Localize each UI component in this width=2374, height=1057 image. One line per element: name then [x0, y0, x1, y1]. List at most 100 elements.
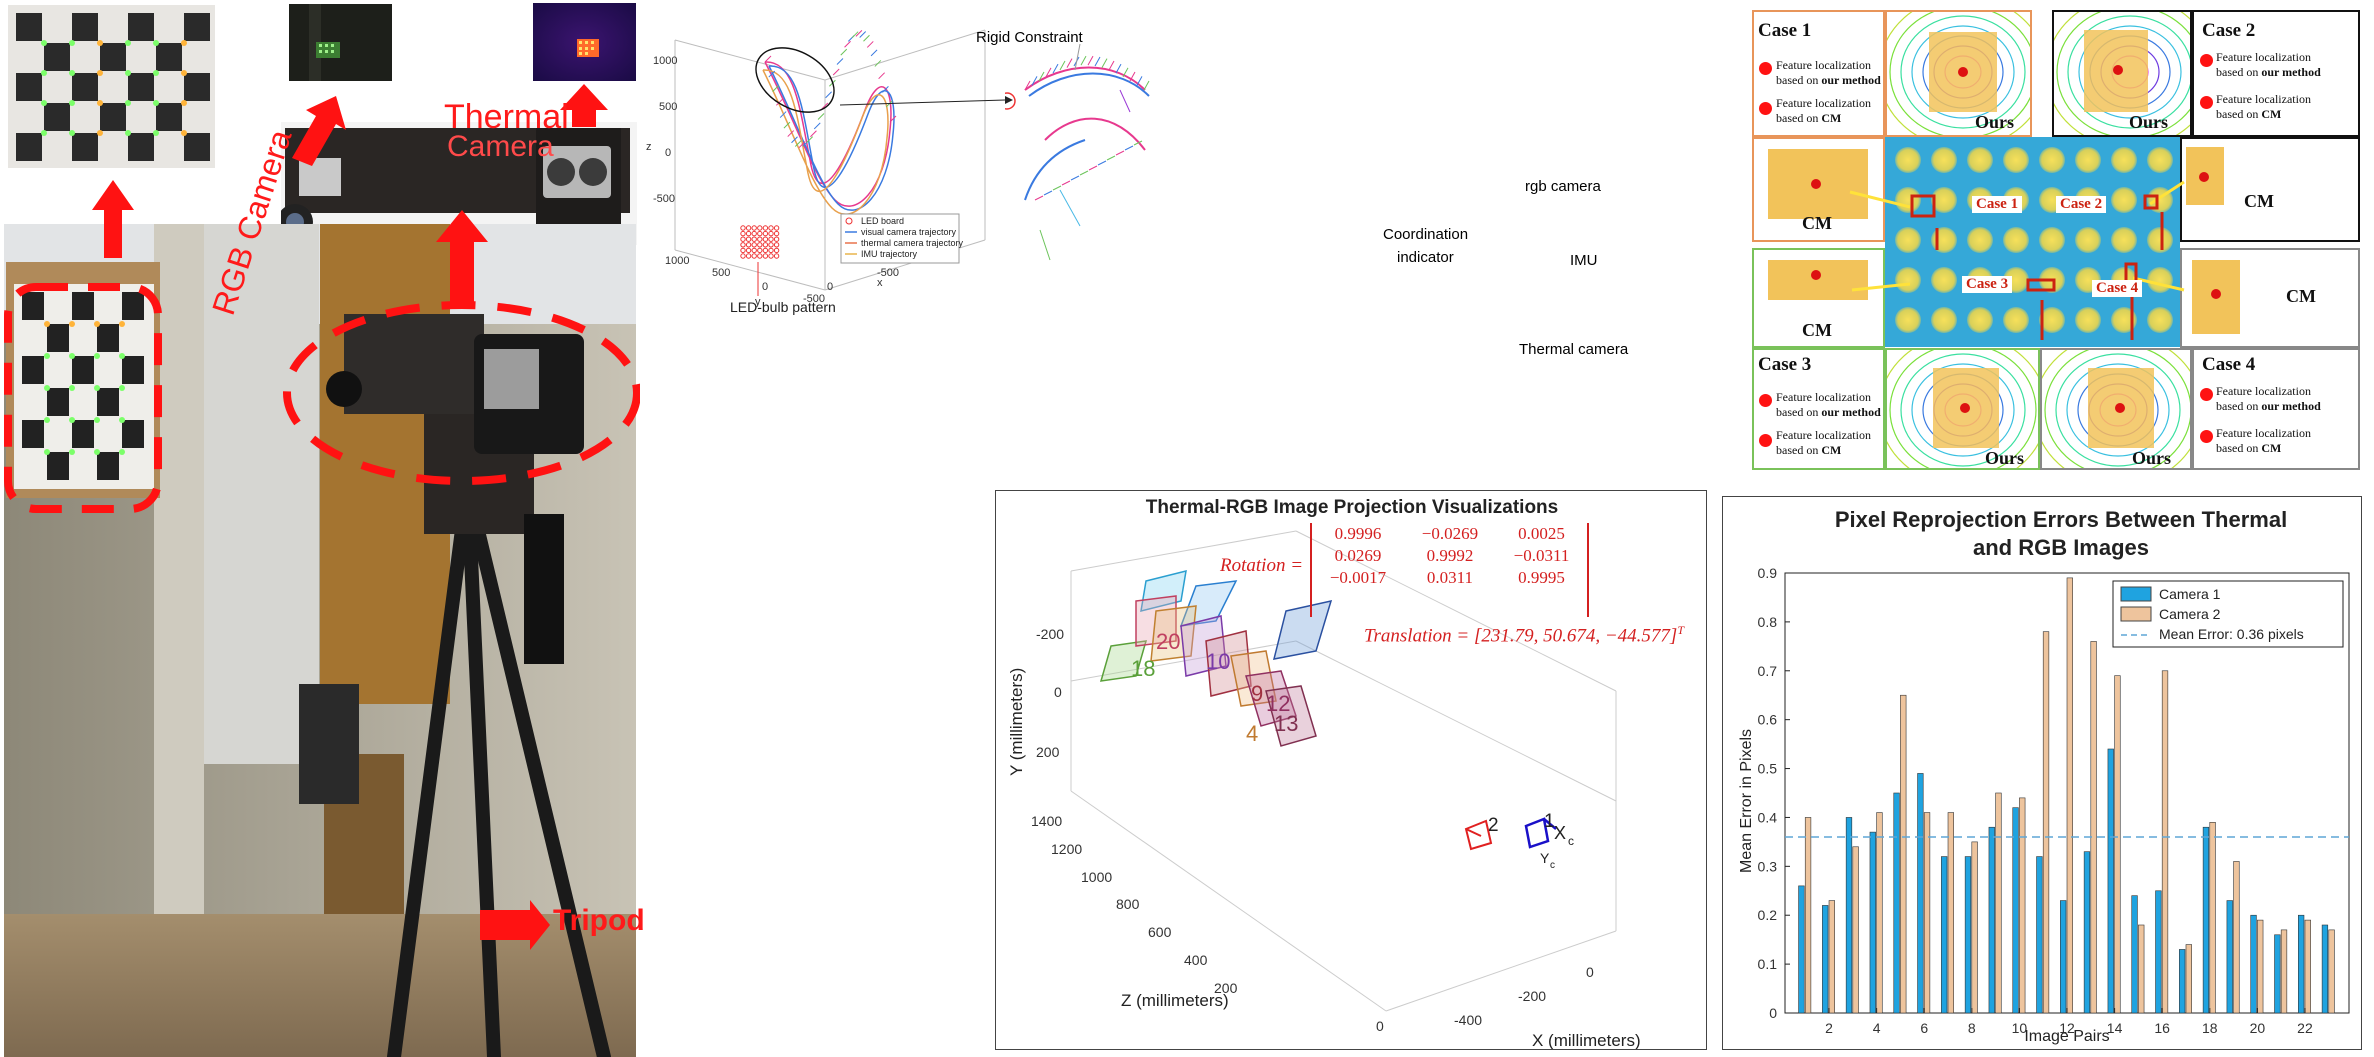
reprojection-bar-chart: Pixel Reprojection Errors Between Therma…	[1738, 507, 2350, 1045]
x-tick-label: 16	[2154, 1020, 2170, 1036]
x-tick-label: 14	[2107, 1020, 2123, 1036]
svg-text:1: 1	[1544, 811, 1555, 832]
x-tick-label: 6	[1920, 1020, 1928, 1036]
projection-ylabel: Y (millimeters)	[1007, 668, 1026, 776]
trajectory-panel: 1000 500 0 -500 1000 500 0 -500 0 -500 z…	[645, 0, 1645, 358]
case-4-title: Case 4	[2202, 354, 2256, 375]
bar-camera-2-5	[1900, 694, 1907, 1014]
tripod-label: Tripod	[553, 904, 645, 937]
case-3-cm-plot: CM	[1752, 248, 1885, 348]
thermal-view-photo	[533, 3, 636, 81]
bar-camera-1-23	[2321, 924, 2329, 1014]
svg-text:1000: 1000	[1081, 869, 1112, 885]
case-1-title: Case 1	[1758, 20, 1812, 41]
photo-panel: Thermal Camera RGB Camera Tripod	[0, 0, 645, 1057]
arrow-up-checkerboard	[92, 180, 134, 258]
rotation-matrix: 0.9996 −0.0269 0.0025 0.0269 0.9992 −0.0311 …	[1310, 523, 1589, 617]
thermal-label: Thermal	[444, 98, 569, 136]
svg-text:800: 800	[1116, 896, 1140, 912]
case-3-title: Case 3	[1758, 354, 1812, 375]
bar-camera-2-11	[2042, 631, 2050, 1014]
svg-text:2: 2	[1488, 815, 1499, 836]
imu-annot: IMU	[1570, 252, 1598, 269]
bar-camera-2-20	[2257, 919, 2264, 1014]
projection-zlabel: Z (millimeters)	[1121, 991, 1229, 1010]
translation-vector: Translation = [231.79, 50.674, −44.577]T	[1364, 623, 1685, 647]
bar-camera-1-8	[1964, 856, 1972, 1014]
legend-dot-cm	[1759, 102, 1772, 115]
bar-camera-2-14	[2114, 675, 2121, 1014]
trajectory-3d-plot: 1000 500 0 -500 1000 500 0 -500 0 -500 z…	[646, 29, 1013, 315]
legend-swatch-camera-2	[2120, 606, 2152, 622]
svg-text:1000: 1000	[653, 55, 677, 67]
svg-text:z: z	[646, 141, 652, 153]
projection-plot: -200 0 200 1400 1200 1000 800 600 400 20…	[1007, 530, 1641, 1049]
legend-label-mean: Mean Error: 0.36 pixels	[2159, 626, 2304, 642]
svg-text:20: 20	[1156, 629, 1180, 654]
bar-camera-1-13	[2083, 851, 2091, 1014]
svg-text:LED-bulb pattern: LED-bulb pattern	[730, 299, 836, 315]
case-3-box: Case 3 Feature localization based on our …	[1752, 348, 1885, 470]
projection-panel: Thermal-RGB Image Projection Visualizati…	[995, 490, 1707, 1050]
x-tick-label: 22	[2297, 1020, 2313, 1036]
bar-camera-1-12	[2060, 900, 2067, 1014]
bar-camera-1-16	[2155, 890, 2162, 1014]
projection-title: Thermal-RGB Image Projection Visualizati…	[1145, 497, 1559, 518]
arrow-to-thermal-photo	[560, 84, 608, 127]
svg-text:-500: -500	[653, 193, 675, 205]
y-tick-label: 0.5	[1758, 761, 1778, 777]
case-2-box: Case 2 Feature localization based on our …	[2192, 10, 2360, 137]
y-tick-label: 0.7	[1758, 663, 1778, 679]
projection-xlabel: X (millimeters)	[1532, 1031, 1641, 1049]
setup-photo	[4, 224, 636, 1057]
case-2-title: Case 2	[2202, 20, 2256, 41]
bar-camera-2-12	[2066, 577, 2073, 1014]
svg-text:-500: -500	[877, 267, 899, 279]
chart-xlabel: Image Pairs	[2024, 1028, 2109, 1045]
svg-text:-500: -500	[803, 293, 825, 305]
svg-text:y: y	[755, 296, 761, 308]
svg-text:9: 9	[1251, 681, 1263, 706]
svg-text:0: 0	[1586, 964, 1594, 980]
svg-text:200: 200	[1214, 980, 1238, 996]
case-4-box: Case 4 Feature localization based on our …	[2192, 348, 2360, 470]
y-tick-label: 0	[1769, 1005, 1777, 1021]
thermal-camera-annot: Thermal camera	[1519, 341, 1629, 358]
chart-ylabel: Mean Error in Pixels	[1738, 729, 1755, 873]
rgb-view-photo	[289, 4, 392, 81]
bar-camera-1-5	[1893, 792, 1900, 1014]
svg-text:x: x	[877, 277, 883, 289]
reprojection-chart-panel: Pixel Reprojection Errors Between Therma…	[1722, 496, 2362, 1050]
bar-camera-2-13	[2090, 641, 2097, 1014]
x-tick-label: 10	[2012, 1020, 2028, 1036]
legend-dot-ours	[1759, 62, 1772, 75]
y-tick-label: 0.6	[1758, 712, 1778, 728]
bar-camera-1-10	[2012, 807, 2019, 1014]
case-1-cm-plot: CM	[1752, 137, 1885, 242]
coord-indicator-annot-1: Coordination	[1383, 226, 1469, 243]
y-tick-label: 0.1	[1758, 956, 1778, 972]
y-tick-label: 0.4	[1758, 809, 1778, 825]
bar-camera-2-17	[2185, 944, 2192, 1014]
y-tick-label: 0.8	[1758, 614, 1778, 630]
svg-text:10: 10	[1206, 649, 1230, 674]
case-1-box: Case 1 Feature localization based on our …	[1752, 10, 1885, 137]
bar-camera-2-7	[1947, 812, 1954, 1014]
bar-camera-1-7	[1941, 856, 1948, 1014]
case-3-ours-plot: Ours	[1885, 348, 2040, 470]
x-tick-label: 12	[2059, 1020, 2075, 1036]
camera-label: Camera	[447, 130, 554, 163]
svg-text:Y: Y	[1540, 850, 1550, 866]
svg-text:0: 0	[762, 281, 768, 293]
bulb-heatmap	[1885, 137, 2180, 347]
case-4-cm-plot: CM	[2180, 248, 2360, 348]
bar-camera-1-20	[2250, 914, 2257, 1014]
svg-text:-200: -200	[1518, 988, 1546, 1004]
svg-text:18: 18	[1131, 656, 1155, 681]
bar-camera-2-10	[2019, 797, 2026, 1014]
bar-camera-2-9	[1995, 792, 2002, 1014]
svg-text:13: 13	[1274, 711, 1298, 736]
bar-camera-2-23	[2328, 929, 2335, 1014]
marker-case-4: Case 4	[2092, 280, 2143, 297]
case-4-ours-plot: Ours	[2040, 348, 2192, 470]
